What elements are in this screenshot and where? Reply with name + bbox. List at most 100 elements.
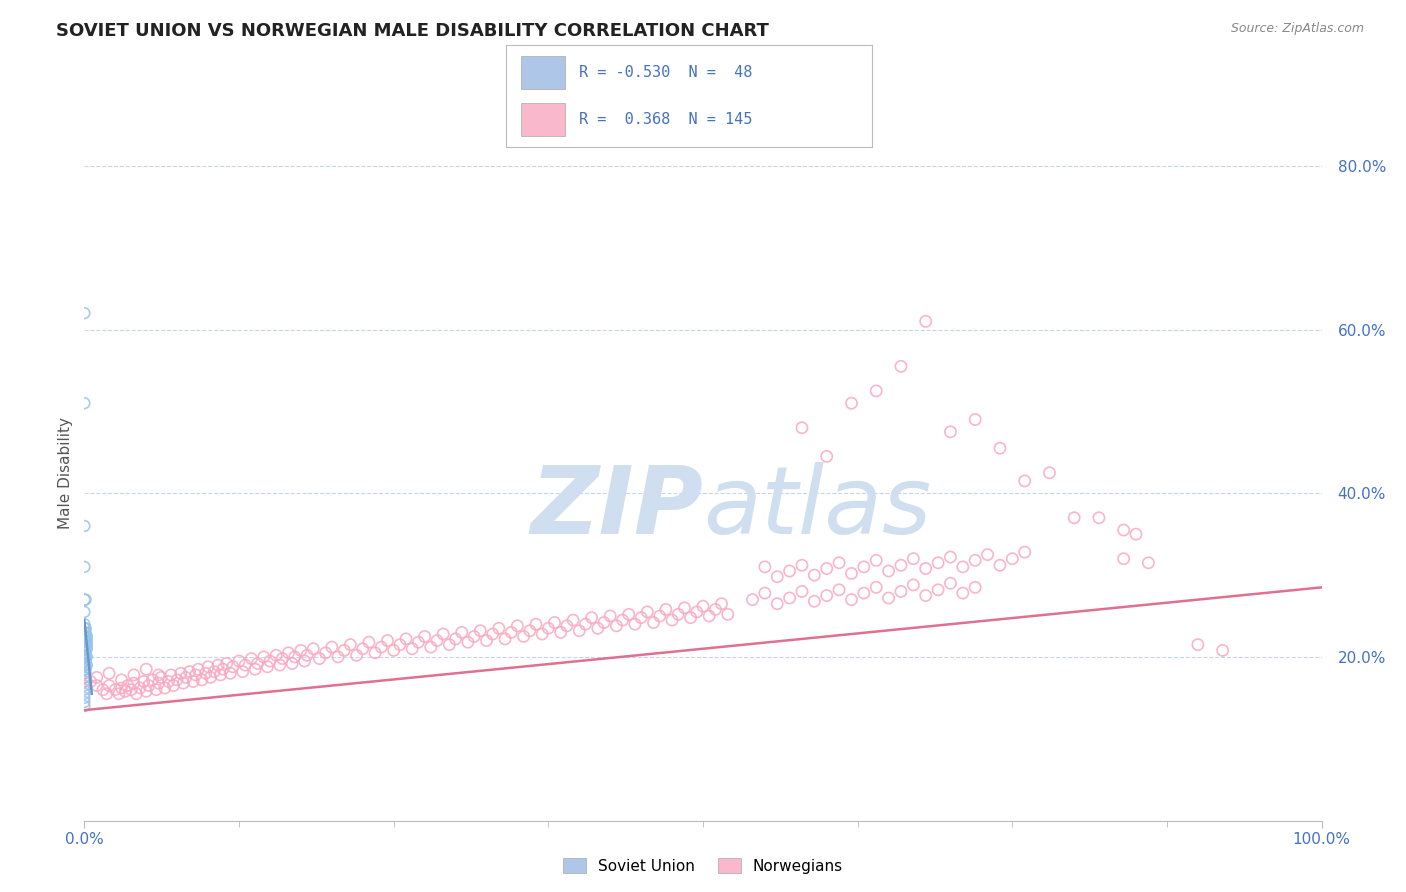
Point: [129, 681, 152, 695]
Point: [562, 613, 585, 627]
Point: [965, 580, 987, 594]
Point: [643, 615, 665, 630]
Point: [927, 582, 949, 597]
Point: [138, 679, 160, 693]
Point: [346, 648, 368, 663]
Point: [828, 582, 851, 597]
Point: [965, 553, 987, 567]
Point: [852, 586, 875, 600]
Point: [939, 425, 962, 439]
Point: [75, 641, 97, 656]
Point: [673, 600, 696, 615]
Point: [648, 609, 671, 624]
Point: [501, 625, 523, 640]
Point: [141, 673, 163, 687]
Point: [803, 568, 825, 582]
Point: [269, 658, 291, 673]
Point: [790, 584, 813, 599]
Point: [170, 666, 193, 681]
Point: [741, 592, 763, 607]
Point: [903, 551, 925, 566]
Point: [1014, 545, 1036, 559]
Point: [73, 690, 96, 705]
Point: [75, 658, 97, 673]
Point: [841, 396, 863, 410]
Point: [450, 625, 472, 640]
Point: [1112, 523, 1135, 537]
Point: [841, 592, 863, 607]
Point: [75, 654, 97, 668]
Point: [382, 643, 405, 657]
Point: [401, 641, 423, 656]
Point: [865, 384, 887, 398]
Point: [444, 632, 467, 646]
Point: [75, 630, 97, 644]
Point: [76, 649, 98, 664]
Point: [73, 674, 96, 689]
Point: [419, 640, 441, 654]
Point: [1187, 638, 1209, 652]
Point: [661, 613, 683, 627]
Point: [754, 586, 776, 600]
Point: [197, 659, 219, 673]
Point: [207, 658, 229, 673]
Point: [212, 662, 235, 676]
Point: [815, 450, 838, 464]
Point: [98, 679, 121, 693]
Point: [1038, 466, 1060, 480]
Point: [76, 658, 98, 673]
Point: [988, 558, 1011, 573]
Point: [294, 654, 316, 668]
Point: [181, 674, 204, 689]
Point: [357, 635, 380, 649]
Point: [1125, 527, 1147, 541]
Point: [295, 648, 318, 663]
Point: [1137, 556, 1160, 570]
Point: [191, 673, 214, 687]
Point: [148, 676, 170, 690]
Point: [120, 682, 142, 697]
Point: [630, 610, 652, 624]
Point: [277, 646, 299, 660]
Point: [790, 421, 813, 435]
Point: [200, 670, 222, 684]
Point: [766, 570, 789, 584]
Point: [519, 624, 541, 638]
Point: [271, 651, 294, 665]
Point: [543, 615, 565, 630]
Point: [281, 657, 304, 671]
Point: [494, 632, 516, 646]
Point: [364, 646, 387, 660]
Point: [890, 558, 912, 573]
Point: [326, 649, 349, 664]
Point: [96, 687, 118, 701]
Point: [73, 666, 96, 681]
Point: [215, 657, 238, 671]
Point: [815, 561, 838, 575]
Point: [135, 684, 157, 698]
Point: [117, 679, 139, 693]
Point: [1112, 551, 1135, 566]
Point: [686, 605, 709, 619]
Point: [308, 651, 330, 665]
Point: [395, 632, 418, 646]
Point: [75, 649, 97, 664]
Point: [73, 687, 96, 701]
Point: [914, 589, 936, 603]
Point: [75, 666, 97, 681]
Point: [73, 638, 96, 652]
Point: [1212, 643, 1234, 657]
Point: [988, 441, 1011, 455]
Point: [73, 641, 96, 656]
Point: [75, 621, 97, 635]
Point: [952, 560, 974, 574]
Point: [75, 625, 97, 640]
Point: [655, 602, 678, 616]
Point: [253, 649, 276, 664]
Text: Source: ZipAtlas.com: Source: ZipAtlas.com: [1230, 22, 1364, 36]
Point: [240, 651, 263, 665]
Point: [73, 646, 96, 660]
Point: [256, 659, 278, 673]
Point: [184, 668, 207, 682]
Point: [228, 654, 250, 668]
